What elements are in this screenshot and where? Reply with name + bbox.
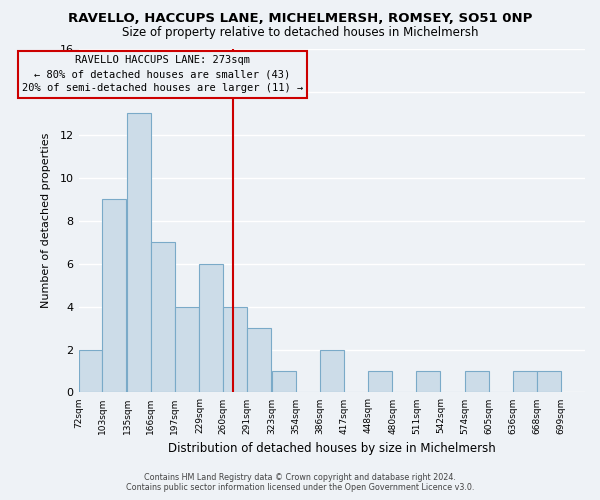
Bar xyxy=(247,328,271,392)
Bar xyxy=(151,242,175,392)
X-axis label: Distribution of detached houses by size in Michelmersh: Distribution of detached houses by size … xyxy=(168,442,496,455)
Bar xyxy=(223,306,247,392)
Text: RAVELLO, HACCUPS LANE, MICHELMERSH, ROMSEY, SO51 0NP: RAVELLO, HACCUPS LANE, MICHELMERSH, ROMS… xyxy=(68,12,532,26)
Bar xyxy=(512,371,536,392)
Bar xyxy=(199,264,223,392)
Text: Size of property relative to detached houses in Michelmersh: Size of property relative to detached ho… xyxy=(122,26,478,39)
Y-axis label: Number of detached properties: Number of detached properties xyxy=(41,133,51,308)
Bar xyxy=(127,114,151,392)
Bar xyxy=(537,371,561,392)
Bar xyxy=(272,371,296,392)
Bar xyxy=(416,371,440,392)
Bar xyxy=(79,350,103,393)
Text: RAVELLO HACCUPS LANE: 273sqm
← 80% of detached houses are smaller (43)
20% of se: RAVELLO HACCUPS LANE: 273sqm ← 80% of de… xyxy=(22,56,303,94)
Bar xyxy=(320,350,344,393)
Bar xyxy=(368,371,392,392)
Bar xyxy=(465,371,489,392)
Bar xyxy=(103,200,127,392)
Text: Contains HM Land Registry data © Crown copyright and database right 2024.
Contai: Contains HM Land Registry data © Crown c… xyxy=(126,473,474,492)
Bar xyxy=(175,306,199,392)
